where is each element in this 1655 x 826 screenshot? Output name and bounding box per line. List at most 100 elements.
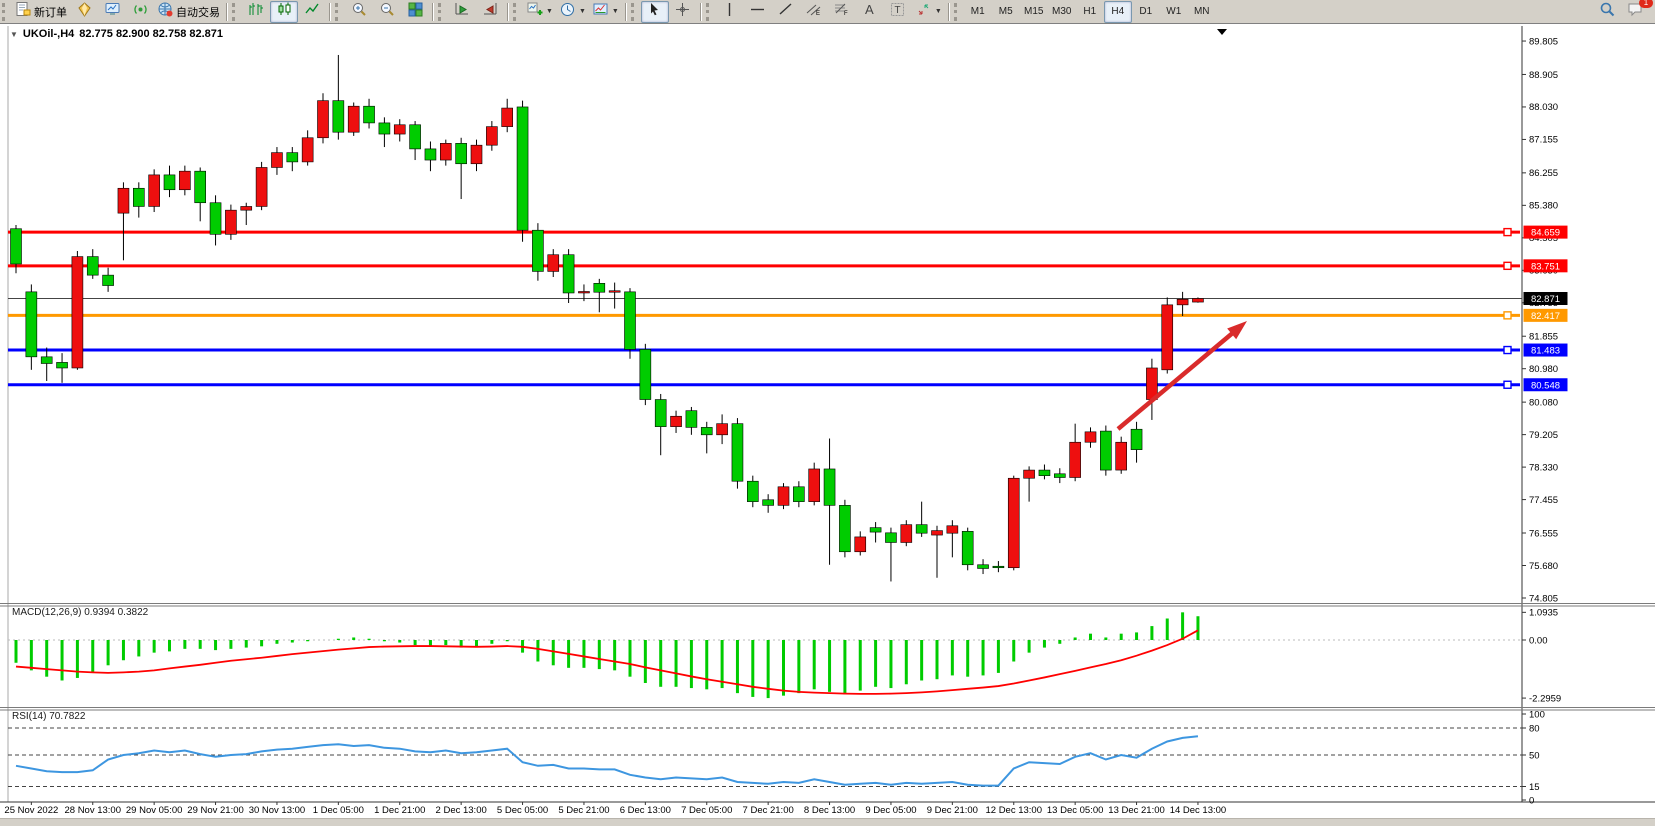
data-window-button[interactable]	[98, 1, 126, 23]
toolbar-separator	[226, 2, 227, 21]
svg-text:7 Dec 21:00: 7 Dec 21:00	[743, 805, 794, 816]
bars-icon	[248, 1, 265, 23]
trend-arrow[interactable]	[1116, 321, 1247, 431]
svg-text:75.680: 75.680	[1529, 561, 1558, 572]
chart-shift-button[interactable]	[476, 1, 504, 23]
tile-windows-button[interactable]	[401, 1, 429, 23]
svg-text:1 Dec 05:00: 1 Dec 05:00	[313, 805, 364, 816]
period-button[interactable]: ▼	[556, 1, 589, 23]
notifications-button[interactable]: 1	[1621, 0, 1653, 23]
toolbar-drag-handle[interactable]	[232, 2, 240, 21]
add-indicator-button[interactable]: ▼	[523, 1, 556, 23]
toolbar-drag-handle[interactable]	[630, 2, 639, 21]
svg-text:79.205: 79.205	[1529, 430, 1558, 441]
new-order-button[interactable]: 新订单	[12, 1, 70, 23]
resistance-1-line[interactable]: 84.659	[8, 225, 1568, 239]
svg-text:84.659: 84.659	[1531, 228, 1560, 239]
candle-chart-mode-button[interactable]	[270, 0, 298, 23]
tf-m15-button[interactable]: M15	[1020, 1, 1048, 23]
zoom-out-button[interactable]	[373, 1, 401, 23]
new-order-label: 新订单	[34, 6, 67, 19]
svg-text:A: A	[865, 2, 874, 17]
rsi-pane: 100 80 50 15 0	[8, 709, 1545, 806]
chart-area[interactable]: ▼ UKOil-,H4 82.775 82.900 82.758 82.871 …	[0, 24, 1655, 818]
svg-text:100: 100	[1529, 709, 1545, 720]
trend-line-button[interactable]	[772, 1, 800, 23]
search-button[interactable]	[1593, 1, 1621, 23]
vline-icon	[721, 1, 738, 23]
market-button[interactable]	[70, 1, 98, 23]
chevron-down-icon[interactable]: ▼	[611, 8, 619, 15]
svg-text:85.380: 85.380	[1529, 201, 1558, 212]
tf-d1-button[interactable]: D1	[1132, 1, 1160, 23]
toolbar-drag-handle[interactable]	[513, 2, 521, 21]
toolbar: 新订单 自动交易 ▼ ▼ ▼ E F A T ▼ M1 M5 M15 M30 H1 H4 D1 W1 MN 1	[0, 0, 1655, 24]
svg-text:E: E	[816, 11, 820, 17]
linechart-icon	[304, 1, 321, 23]
chevron-down-icon[interactable]: ▼	[546, 8, 553, 15]
fibonacci-button[interactable]: F	[828, 1, 856, 23]
signal-button[interactable]	[126, 1, 154, 23]
gem-icon	[76, 1, 93, 23]
crosshair-button[interactable]	[669, 1, 697, 23]
cursor-button[interactable]	[640, 0, 669, 23]
svg-text:74.805: 74.805	[1529, 593, 1558, 604]
tf-m30-button[interactable]: M30	[1048, 1, 1076, 23]
candles-icon	[276, 1, 293, 23]
bar-chart-mode-button[interactable]	[242, 1, 270, 23]
svg-text:0.00: 0.00	[1529, 635, 1548, 646]
tf-mn-button[interactable]: MN	[1188, 1, 1216, 23]
horizontal-line-button[interactable]	[744, 1, 772, 23]
tf-h1-button[interactable]: H1	[1076, 1, 1104, 23]
svg-text:5 Dec 21:00: 5 Dec 21:00	[558, 805, 609, 816]
support-2-line[interactable]: 80.548	[8, 378, 1568, 392]
toolbar-separator	[699, 2, 701, 21]
text-label-button[interactable]: T	[884, 1, 912, 23]
toolbar-drag-handle[interactable]	[438, 2, 446, 21]
svg-text:7 Dec 05:00: 7 Dec 05:00	[681, 805, 732, 816]
tf-d1-label: D1	[1139, 6, 1153, 17]
svg-text:84.505: 84.505	[1529, 233, 1558, 244]
text-button[interactable]: A	[856, 1, 884, 23]
tf-h4-button[interactable]: H4	[1103, 0, 1132, 23]
tf-m5-button[interactable]: M5	[992, 1, 1020, 23]
svg-text:29 Nov 05:00: 29 Nov 05:00	[126, 805, 183, 816]
svg-text:15: 15	[1529, 782, 1540, 793]
textA-icon: A	[861, 1, 878, 23]
zoom-in-button[interactable]	[345, 1, 373, 23]
equidistant-channel-button[interactable]: E	[800, 1, 828, 23]
toolbar-separator	[432, 2, 433, 21]
new-order-icon	[15, 1, 32, 23]
auto-scroll-button[interactable]	[448, 1, 476, 23]
svg-text:F: F	[844, 11, 848, 17]
toolbar-drag-handle[interactable]	[2, 2, 10, 21]
one-click-trading-arrow[interactable]: ▼	[10, 29, 18, 39]
vertical-line-button[interactable]	[716, 1, 744, 23]
search-icon	[1599, 1, 1616, 23]
autoscroll-icon	[454, 1, 471, 23]
toolbar-drag-handle[interactable]	[335, 2, 343, 21]
chart-canvas[interactable]: 89.805 88.905 88.030 87.155 86.255 85.380 84.5…	[0, 24, 1655, 818]
ohlc-quote: 82.775 82.900 82.758 82.871	[79, 28, 224, 40]
chevron-down-icon[interactable]: ▼	[934, 8, 942, 15]
resistance-2-line[interactable]: 83.751	[8, 259, 1568, 273]
svg-text:30 Nov 13:00: 30 Nov 13:00	[249, 805, 306, 816]
templates-button[interactable]: ▼	[589, 1, 622, 23]
chart-shift-marker[interactable]	[1217, 29, 1227, 35]
support-1-line[interactable]: 81.483	[8, 343, 1568, 357]
cursor-icon	[646, 1, 663, 23]
pivot-line[interactable]: 82.417	[8, 308, 1568, 322]
tf-w1-label: W1	[1166, 6, 1182, 17]
chevron-down-icon[interactable]: ▼	[578, 8, 586, 15]
tf-w1-button[interactable]: W1	[1160, 1, 1188, 23]
svg-text:6 Dec 13:00: 6 Dec 13:00	[620, 805, 671, 816]
time-axis: 25 Nov 2022 28 Nov 13:00 29 Nov 05:00 29 No…	[4, 802, 1226, 816]
autotrade-button[interactable]: 自动交易	[154, 1, 223, 23]
arrows-icon	[915, 1, 932, 23]
arrow-objects-button[interactable]: ▼	[912, 1, 945, 23]
tf-m1-button[interactable]: M1	[964, 1, 992, 23]
toolbar-drag-handle[interactable]	[705, 2, 714, 21]
toolbar-drag-handle[interactable]	[953, 2, 962, 21]
line-chart-mode-button[interactable]	[298, 1, 326, 23]
